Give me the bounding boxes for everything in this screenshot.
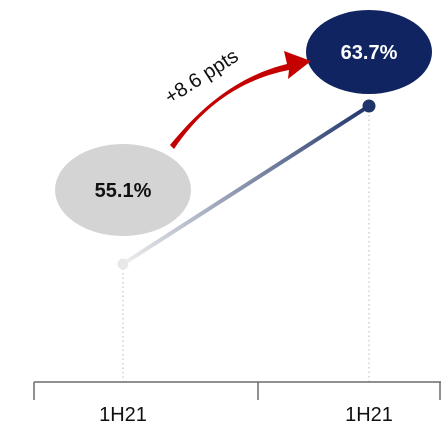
end-value-label: 63.7% [341, 42, 398, 64]
data-line [121, 104, 371, 266]
x-tick-label: 1H21 [345, 404, 393, 426]
start-value-bubble [55, 144, 191, 236]
tick-labels: 1H21 1H21 [99, 404, 393, 426]
change-arrow-shape [170, 51, 311, 149]
end-value-bubble [306, 10, 432, 94]
change-arrow: +8.6 ppts [161, 45, 311, 149]
start-value-label: 55.1% [95, 180, 152, 202]
start-data-point [117, 258, 129, 270]
x-axis [33, 381, 441, 400]
series-line [121, 104, 371, 266]
x-tick-label: 1H21 [99, 404, 147, 426]
end-data-point [362, 99, 376, 113]
change-label: +8.6 ppts [161, 45, 242, 109]
data-points [117, 99, 376, 270]
value-bubbles: 55.1% 63.7% [55, 10, 432, 236]
guide-lines [122, 106, 370, 382]
